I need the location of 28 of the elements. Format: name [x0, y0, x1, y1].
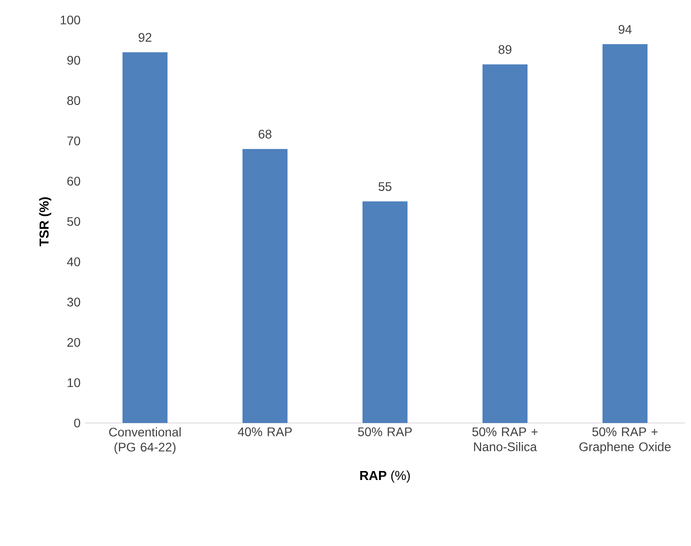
bar: [242, 148, 288, 423]
data-label: 55: [378, 182, 392, 191]
y-tick-label: 70: [67, 136, 80, 146]
y-axis-title: TSR (%): [39, 197, 52, 246]
y-tick-label: 30: [67, 298, 80, 307]
y-tick-label: 10: [68, 378, 80, 388]
y-tick-label: 20: [67, 338, 80, 347]
bar: [122, 52, 168, 423]
data-label: 89: [498, 45, 512, 54]
x-tick-label: 50% RAP + Nano-Silica: [472, 427, 538, 452]
y-tick-label: 0: [74, 418, 80, 428]
y-tick-label: 90: [67, 56, 80, 65]
x-axis-title: RAP (%): [360, 470, 410, 483]
y-tick-label: 40: [67, 257, 80, 266]
y-tick-label: 60: [67, 176, 80, 186]
x-tick-label: 50% RAP: [358, 427, 412, 436]
bar: [602, 44, 648, 423]
y-tick-label: 80: [67, 96, 80, 106]
x-tick-label: 50% RAP + Graphene Oxide: [579, 427, 671, 454]
y-tick-label: 50: [67, 217, 80, 226]
data-label: 92: [138, 33, 152, 42]
bar: [482, 64, 528, 423]
data-label: 68: [258, 130, 272, 139]
data-label: 94: [618, 24, 632, 34]
x-tick-label: 40% RAP: [238, 427, 292, 436]
x-tick-label: Conventional (PG 64-22): [109, 427, 181, 454]
y-tick-label: 100: [60, 16, 80, 24]
bar: [362, 201, 408, 423]
